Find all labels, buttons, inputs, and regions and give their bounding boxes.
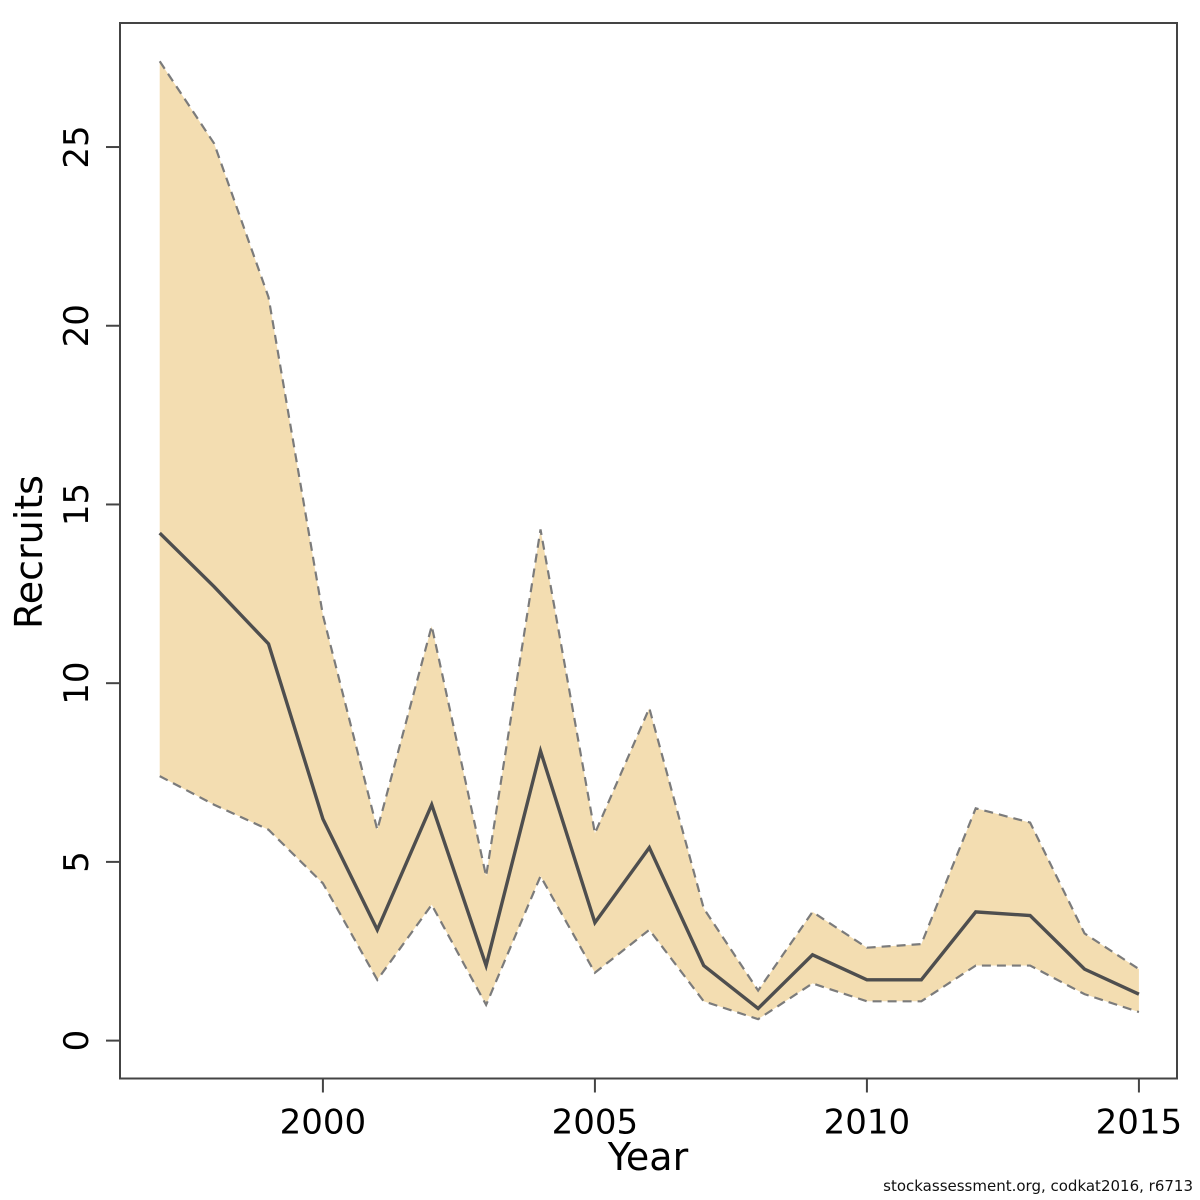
plot-graphics: 2000 2005 2010 2015 0 5 10 15 20 25 [57,22,1183,1143]
y-tick-label: 0 [57,1030,97,1052]
y-tick-label: 10 [57,662,97,705]
x-tick-label: 2005 [552,1103,639,1143]
recruits-median-line [158,531,1140,1011]
y-tick-label: 20 [57,304,97,347]
source-caption: stockassessment.org, codkat2016, r6713 [883,1177,1193,1195]
x-tick-label: 2015 [1096,1103,1183,1143]
plot-border [119,22,1178,1080]
y-axis-title: Recruits [7,475,51,629]
y-tick-label: 5 [57,851,97,873]
y-tick-label: 25 [57,125,97,168]
x-tick-label: 2010 [824,1103,911,1143]
upper-bound-line [158,60,1140,993]
lower-bound-line [159,775,1140,1021]
confidence-band [159,61,1139,1020]
x-axis-title: Year [607,1135,689,1179]
x-tick-label: 2000 [280,1103,367,1143]
y-tick-label: 15 [57,483,97,526]
